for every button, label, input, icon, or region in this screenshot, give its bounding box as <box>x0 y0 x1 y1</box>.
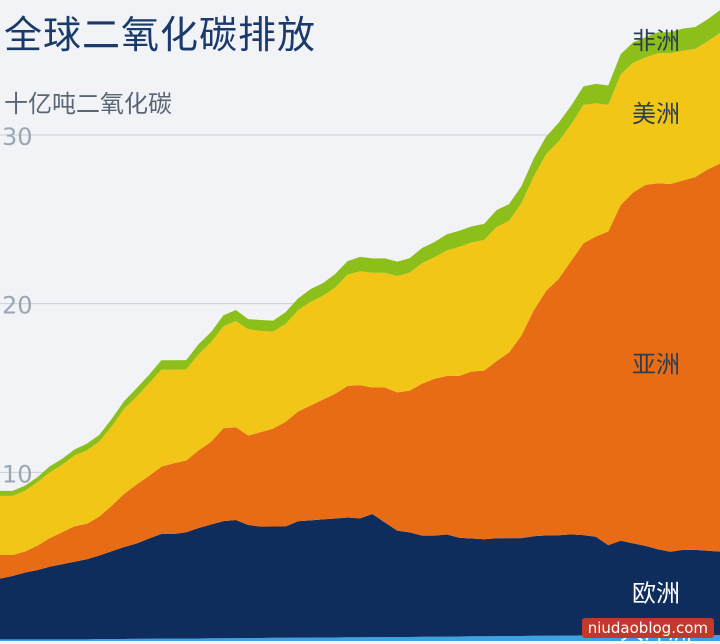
series-label-1: 欧洲 <box>632 580 680 608</box>
series-label-4: 非洲 <box>632 27 680 55</box>
y-tick-label-30: 30 <box>2 123 33 151</box>
series-label-2: 亚洲 <box>632 351 680 379</box>
area-series-3 <box>0 32 720 555</box>
watermark: niudaoblog.com <box>581 618 714 638</box>
area-series-1 <box>0 513 720 640</box>
area-series <box>0 10 720 641</box>
chart-title: 全球二氧化碳排放 <box>4 13 317 57</box>
y-tick-label-10: 10 <box>2 460 33 488</box>
y-tick-label-20: 20 <box>2 292 33 320</box>
area-series-2 <box>0 163 720 579</box>
y-tick-labels: 10 20 30 <box>2 123 33 488</box>
series-label-3: 美洲 <box>632 100 680 128</box>
area-series-0 <box>0 635 720 641</box>
y-axis-label: 十亿吨二氧化碳 <box>4 90 172 118</box>
